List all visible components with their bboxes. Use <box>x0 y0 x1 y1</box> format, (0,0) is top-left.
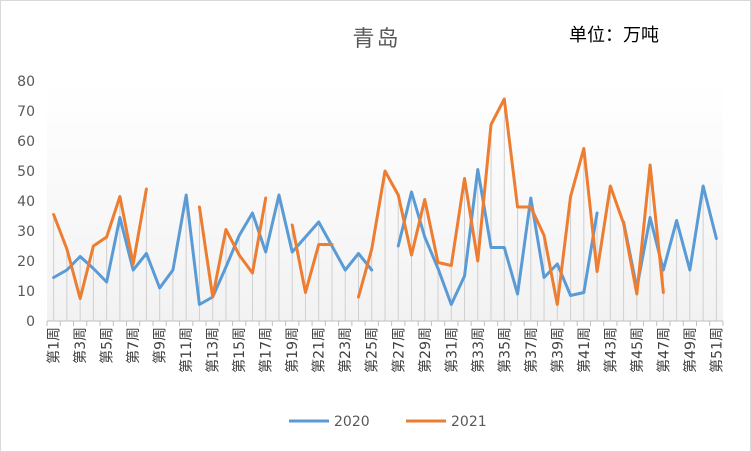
x-tick-label: 第47周 <box>655 327 672 373</box>
x-tick-label: 第41周 <box>576 327 593 373</box>
x-axis: 第1周 第3周 第5周 第7周 第9周 第11周 第13周 第15周 第17周 第19周 第21周第… <box>46 320 725 373</box>
y-tick-label: 10 <box>17 284 35 300</box>
legend: 2020 2021 <box>289 414 487 430</box>
x-tick-label: 第35周 <box>496 327 513 373</box>
x-tick-label: 第23周 <box>337 327 354 373</box>
y-axis: 0 10 20 30 40 50 60 70 80 <box>17 74 35 330</box>
x-tick-label: 第1周 <box>46 327 63 364</box>
y-tick-label: 0 <box>26 314 35 330</box>
x-tick-label: 第27周 <box>390 327 407 373</box>
x-tick-label: 第33周 <box>470 327 487 373</box>
x-tick-label: 第31周 <box>443 327 460 373</box>
y-tick-label: 20 <box>17 254 35 270</box>
x-tick-label: 第37周 <box>523 327 540 373</box>
x-tick-label: 第43周 <box>602 327 619 373</box>
x-tick-label: 第11周 <box>178 327 195 373</box>
x-tick-label: 第13周 <box>205 327 222 373</box>
x-tick-label: 第51周 <box>708 327 725 373</box>
x-tick-label: 第19周 <box>284 327 301 373</box>
unit-label: 单位：万吨 <box>569 25 659 46</box>
x-tick-label: 第45周 <box>629 327 646 373</box>
x-tick-label: 第17周 <box>258 327 275 373</box>
x-tick-label: 第5周 <box>99 327 116 364</box>
y-tick-label: 60 <box>17 134 35 150</box>
x-tick-label: 第7周 <box>125 327 142 364</box>
x-tick-label: 第39周 <box>549 327 566 373</box>
series-layer <box>52 97 718 306</box>
drop-lines <box>53 99 717 321</box>
x-tick-label: 第21周 <box>311 327 328 373</box>
y-tick-label: 50 <box>17 164 35 180</box>
series-line-2021 <box>52 97 665 306</box>
legend-label-2021: 2021 <box>451 414 487 430</box>
x-tick-label: 第15周 <box>231 327 248 373</box>
y-tick-label: 30 <box>17 224 35 240</box>
x-tick-label: 第29周 <box>417 327 434 373</box>
x-tick-label: 第49周 <box>682 327 699 373</box>
x-tick-label: 第3周 <box>72 327 89 364</box>
x-tick-label: 第9周 <box>152 327 169 364</box>
legend-label-2020: 2020 <box>334 414 370 430</box>
chart-title: 青岛 <box>352 27 401 52</box>
y-tick-label: 40 <box>17 194 35 210</box>
y-tick-label: 80 <box>17 74 35 90</box>
y-tick-label: 70 <box>17 104 35 120</box>
x-tick-label: 第25周 <box>364 327 381 373</box>
